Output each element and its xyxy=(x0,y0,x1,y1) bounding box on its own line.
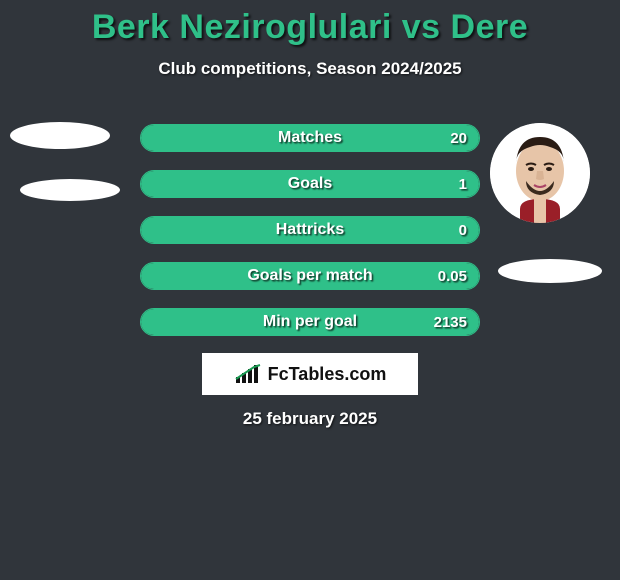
stat-label: Hattricks xyxy=(141,217,479,243)
date-text: 25 february 2025 xyxy=(0,409,620,429)
comparison-card: Berk Neziroglulari vs Dere Club competit… xyxy=(0,0,620,580)
stat-value-right: 20 xyxy=(450,125,467,151)
stat-row-matches: Matches 20 xyxy=(140,124,480,152)
right-player-badge xyxy=(498,259,602,283)
stat-row-min-per-goal: Min per goal 2135 xyxy=(140,308,480,336)
left-player-placeholder-1 xyxy=(10,122,110,149)
stat-label: Goals per match xyxy=(141,263,479,289)
subtitle: Club competitions, Season 2024/2025 xyxy=(0,59,620,79)
page-title: Berk Neziroglulari vs Dere xyxy=(0,0,620,47)
stat-value-right: 2135 xyxy=(434,309,467,335)
brand-text: FcTables.com xyxy=(268,364,387,385)
stats-list: Matches 20 Goals 1 Hattricks 0 Goals per… xyxy=(140,124,480,354)
stat-value-right: 0.05 xyxy=(438,263,467,289)
brand-logo-icon xyxy=(234,363,262,385)
stat-row-goals: Goals 1 xyxy=(140,170,480,198)
left-player-placeholder-2 xyxy=(20,179,120,201)
stat-label: Goals xyxy=(141,171,479,197)
stat-label: Min per goal xyxy=(141,309,479,335)
brand-box[interactable]: FcTables.com xyxy=(202,353,418,395)
stat-value-right: 0 xyxy=(459,217,467,243)
stat-row-hattricks: Hattricks 0 xyxy=(140,216,480,244)
right-player-avatar xyxy=(490,123,590,223)
stat-row-goals-per-match: Goals per match 0.05 xyxy=(140,262,480,290)
avatar-face-icon xyxy=(490,123,590,223)
stat-value-right: 1 xyxy=(459,171,467,197)
stat-label: Matches xyxy=(141,125,479,151)
